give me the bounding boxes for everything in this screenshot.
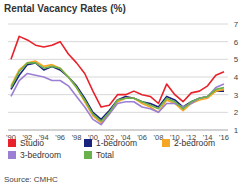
series-line (11, 63, 224, 120)
legend-swatch (162, 139, 170, 147)
series-line (11, 73, 224, 124)
legend-label: Studio (20, 138, 44, 148)
x-tick-label: '16 (219, 133, 229, 142)
title: Rental Vacancy Rates (%) (4, 3, 126, 14)
legend-label: Total (96, 150, 114, 160)
x-tick-label: '06 (137, 133, 147, 142)
y-tick-label: 1 (234, 126, 239, 135)
source: Source: CMHC (4, 175, 58, 184)
grid-line (8, 59, 228, 60)
grid-line (8, 130, 228, 131)
series-line (11, 36, 224, 107)
plot-area (11, 36, 224, 124)
legend-label: 1-bedroom (96, 138, 137, 148)
legend-swatch (8, 139, 16, 147)
legend-swatch (8, 151, 16, 159)
y-tick-label: 7 (234, 20, 239, 29)
y-tick-label: 6 (234, 38, 239, 47)
legend-label: 3-bedroom (20, 150, 61, 160)
y-tick-label: 5 (234, 55, 239, 64)
chart: Rental Vacancy Rates (%)1234567'90'92'94… (0, 0, 250, 190)
series-line (11, 63, 224, 121)
x-axis (8, 130, 228, 131)
series-line (11, 61, 224, 123)
x-tick-label: '98 (72, 133, 82, 142)
y-tick-label: 3 (234, 91, 239, 100)
y-tick-label: 2 (234, 108, 239, 117)
y-tick-label: 4 (234, 73, 239, 82)
legend-swatch (84, 139, 92, 147)
grid-line (8, 41, 228, 42)
legend-swatch (84, 151, 92, 159)
legend-label: 2-bedroom (174, 138, 215, 148)
grid-line (8, 112, 228, 113)
x-tick-label: '08 (154, 133, 164, 142)
x-tick-label: '96 (55, 133, 65, 142)
grid-line (8, 24, 228, 25)
